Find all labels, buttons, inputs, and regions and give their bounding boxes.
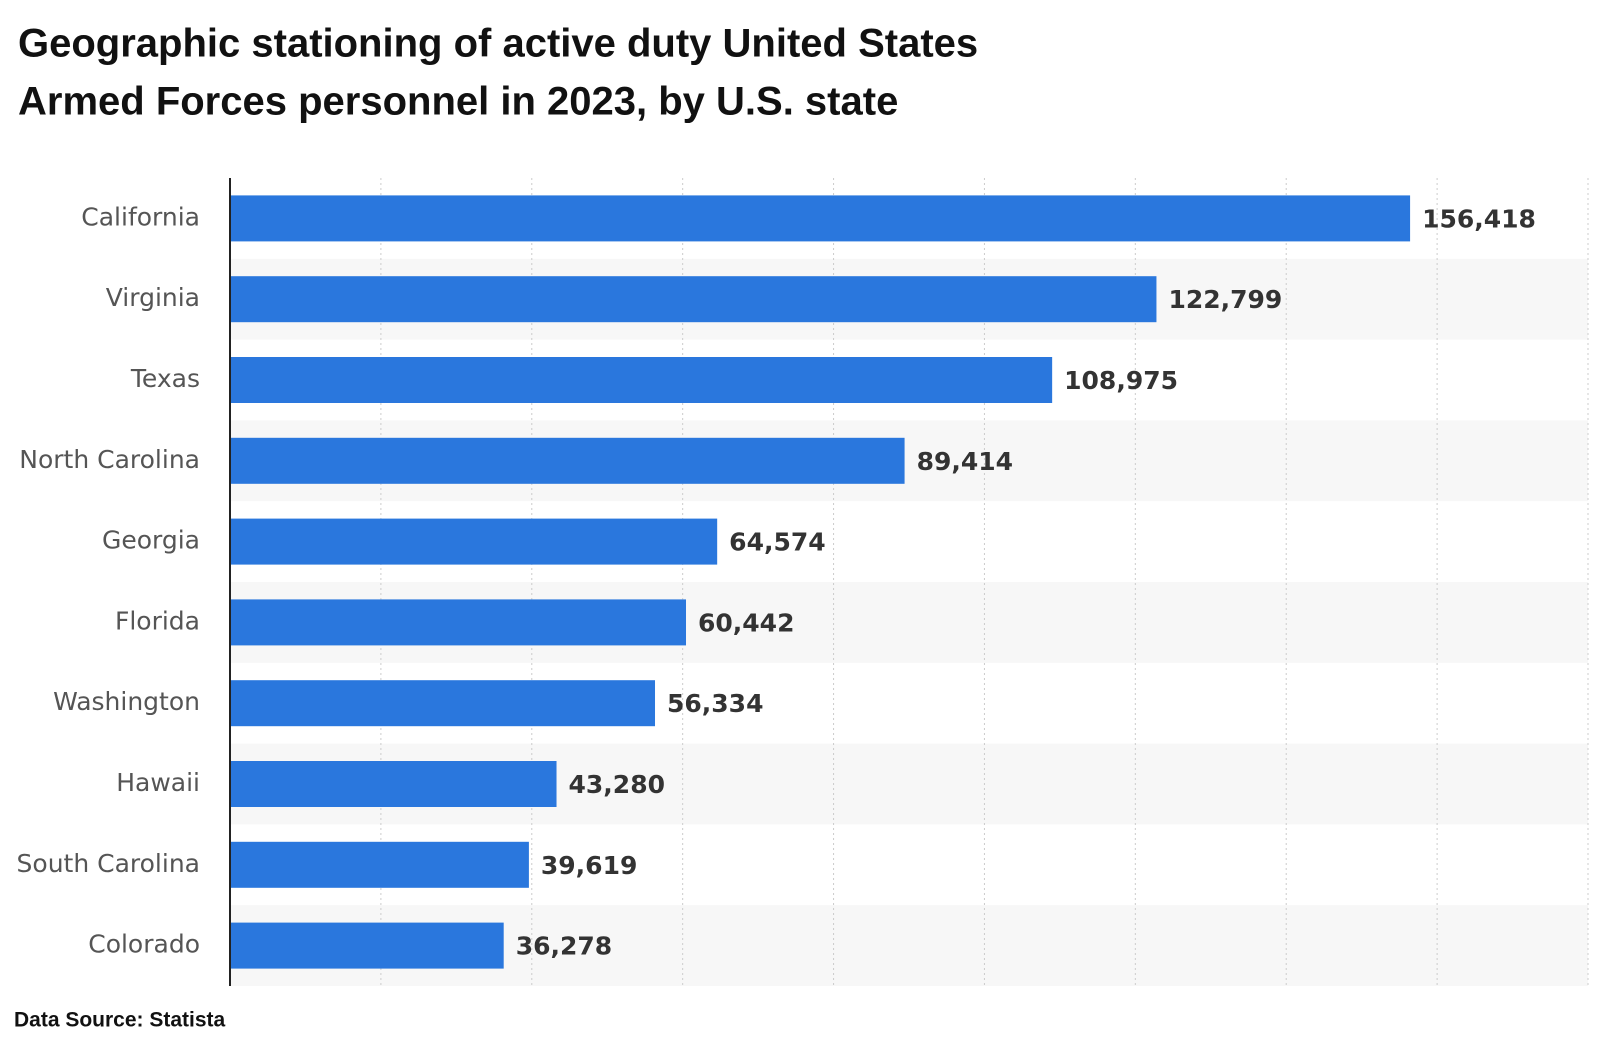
chart-title: Armed Forces personnel in 2023, by U.S. … xyxy=(18,80,898,124)
y-tick-label: Georgia xyxy=(102,526,200,555)
y-tick-label: California xyxy=(81,202,200,231)
bar xyxy=(230,680,656,727)
y-tick-label: South Carolina xyxy=(17,849,200,878)
value-label: 43,280 xyxy=(569,770,665,799)
y-tick-label: Hawaii xyxy=(116,768,200,797)
value-label: 89,414 xyxy=(917,447,1013,476)
bar xyxy=(230,599,687,646)
bar xyxy=(230,437,905,484)
bar xyxy=(230,195,1411,242)
y-tick-label: Washington xyxy=(53,687,200,716)
value-label: 39,619 xyxy=(541,851,637,880)
chart-title: Geographic stationing of active duty Uni… xyxy=(18,22,978,66)
y-tick-label: Florida xyxy=(115,606,200,635)
bar xyxy=(230,276,1157,323)
source-note: Data Source: Statista xyxy=(14,1009,226,1032)
y-tick-label: Colorado xyxy=(88,930,200,959)
y-tick-label: North Carolina xyxy=(19,445,200,474)
bar xyxy=(230,357,1053,403)
bar xyxy=(230,841,529,888)
value-label: 156,418 xyxy=(1422,204,1536,233)
value-label: 64,574 xyxy=(729,528,825,557)
value-label: 122,799 xyxy=(1168,285,1282,314)
value-label: 108,975 xyxy=(1064,366,1178,395)
bar xyxy=(230,518,718,565)
value-label: 56,334 xyxy=(667,689,763,718)
y-tick-label: Virginia xyxy=(106,283,200,312)
value-label: 60,442 xyxy=(698,608,794,637)
value-label: 36,278 xyxy=(516,932,612,961)
bar xyxy=(230,922,504,969)
bar xyxy=(230,761,557,807)
y-tick-label: Texas xyxy=(130,364,200,393)
